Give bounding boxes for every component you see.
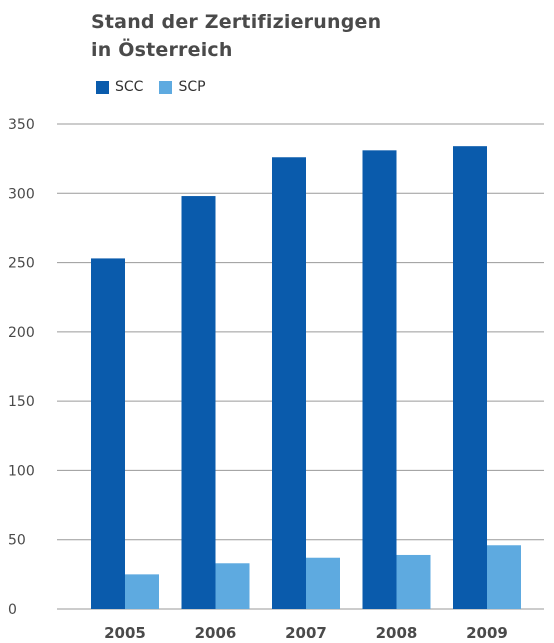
y-tick-label-250: 250 bbox=[8, 256, 35, 272]
bar-scc-2009 bbox=[453, 146, 487, 609]
y-tick-label-100: 100 bbox=[8, 463, 35, 479]
bar-scp-2007 bbox=[306, 557, 340, 609]
x-tick-label-2008: 2008 bbox=[376, 624, 418, 642]
bar-scp-2009 bbox=[487, 545, 521, 609]
chart-title-line-1: Stand der Zertifizierungen bbox=[91, 11, 382, 33]
legend-swatch-scc bbox=[96, 80, 109, 94]
bar-scc-2006 bbox=[181, 196, 216, 610]
legend-label-scc: SCC bbox=[115, 79, 144, 95]
x-tick-label-2009: 2009 bbox=[466, 624, 508, 642]
bar-scp-2008 bbox=[396, 554, 431, 609]
legend-label-scp: SCP bbox=[178, 79, 206, 95]
bar-scc-2007 bbox=[272, 157, 306, 609]
y-tick-label-0: 0 bbox=[8, 602, 17, 618]
chart-legend: SCC SCP bbox=[96, 79, 222, 95]
y-tick-label-50: 50 bbox=[8, 533, 26, 549]
bar-scc-2005 bbox=[91, 258, 125, 609]
bar-scp-2006 bbox=[215, 563, 250, 609]
y-tick-label-150: 150 bbox=[8, 394, 35, 410]
x-tick-label-2005: 2005 bbox=[104, 624, 146, 642]
legend-swatch-scp bbox=[159, 80, 173, 94]
bar-scc-2008 bbox=[362, 150, 397, 610]
y-tick-label-200: 200 bbox=[8, 325, 35, 341]
legend-item-scc: SCC bbox=[96, 79, 143, 95]
x-tick-label-2006: 2006 bbox=[195, 624, 237, 642]
chart-title: Stand der Zertifizierungen in Österreich bbox=[91, 8, 381, 64]
y-tick-label-350: 350 bbox=[8, 117, 35, 133]
chart-title-line-2: in Österreich bbox=[91, 39, 233, 61]
y-tick-label-300: 300 bbox=[8, 186, 35, 202]
legend-item-scp: SCP bbox=[159, 79, 206, 95]
x-tick-label-2007: 2007 bbox=[285, 624, 327, 642]
bar-scp-2005 bbox=[125, 574, 159, 609]
